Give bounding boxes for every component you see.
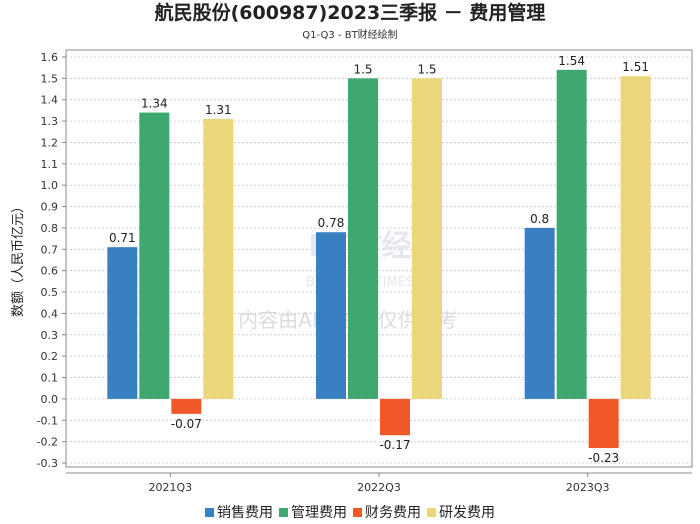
y-axis-label: 数额（人民币亿元） — [11, 200, 26, 317]
plot-frame — [65, 49, 693, 468]
x-tick-label: 2023Q3 — [566, 481, 610, 494]
y-tick-label: 0.4 — [41, 307, 59, 320]
y-tick-label: -0.3 — [37, 457, 58, 470]
x-tick-label: 2022Q3 — [357, 481, 401, 494]
y-tick-label: 0.8 — [41, 222, 59, 235]
data-label: -0.07 — [171, 417, 202, 431]
legend-item[interactable]: 研发费用 — [427, 502, 495, 522]
bar-财务费用 — [588, 398, 619, 449]
y-tick-label: 0.6 — [41, 265, 59, 278]
y-tick-label: 1.6 — [41, 51, 59, 64]
bar-销售费用 — [524, 227, 555, 399]
bar-销售费用 — [316, 232, 346, 399]
y-tick-label: 0.9 — [41, 201, 59, 214]
data-label: 1.5 — [353, 62, 372, 76]
y-tick-label: 1.1 — [41, 158, 59, 171]
legend-label: 研发费用 — [439, 505, 495, 521]
legend-item[interactable]: 管理费用 — [279, 502, 347, 522]
data-label: 0.71 — [109, 231, 136, 245]
y-tick-label: 0.7 — [41, 243, 59, 256]
bar-管理费用 — [556, 69, 587, 399]
legend-swatch — [427, 508, 436, 517]
y-tick-label: -0.2 — [37, 436, 58, 449]
y-tick-label: 0.5 — [41, 286, 59, 299]
data-label: 1.51 — [622, 60, 649, 74]
legend: 销售费用 管理费用 财务费用 研发费用 — [0, 502, 700, 522]
y-tick-label: 1.4 — [41, 94, 59, 107]
y-tick-label: 1.3 — [41, 115, 59, 128]
data-label: -0.17 — [379, 438, 410, 452]
y-tick-label: 0.1 — [41, 372, 59, 385]
data-label: 0.8 — [530, 212, 549, 226]
y-tick-label: 1.5 — [41, 72, 59, 85]
y-tick-label: 1.0 — [41, 179, 59, 192]
y-tick-label: -0.1 — [37, 414, 58, 427]
bar-研发费用 — [620, 76, 651, 399]
chart-subtitle: Q1-Q3 - BT财经绘制 — [302, 30, 398, 41]
legend-swatch — [205, 508, 214, 517]
bar-管理费用 — [348, 78, 378, 399]
data-label: 1.54 — [558, 54, 585, 68]
legend-label: 销售费用 — [217, 505, 273, 521]
bar-财务费用 — [171, 398, 202, 414]
chart-title: 航民股份(600987)2023三季报 － 费用管理 — [154, 2, 546, 24]
legend-item[interactable]: 销售费用 — [205, 502, 273, 522]
data-label: -0.23 — [588, 451, 619, 465]
bar-管理费用 — [139, 112, 170, 399]
y-tick-label: 0.0 — [41, 393, 59, 406]
legend-label: 财务费用 — [365, 505, 421, 521]
bar-研发费用 — [203, 118, 234, 399]
legend-swatch — [353, 508, 362, 517]
data-label: 1.31 — [205, 103, 232, 117]
y-tick-label: 1.2 — [41, 136, 59, 149]
bar-财务费用 — [380, 398, 410, 436]
y-tick-label: 0.2 — [41, 350, 59, 363]
legend-item[interactable]: 财务费用 — [353, 502, 421, 522]
y-tick-label: 0.3 — [41, 329, 59, 342]
x-tick-label: 2021Q3 — [149, 481, 193, 494]
bar-研发费用 — [412, 78, 442, 399]
data-label: 0.78 — [318, 216, 345, 230]
bar-销售费用 — [107, 247, 138, 399]
data-label: 1.34 — [141, 97, 168, 111]
legend-label: 管理费用 — [291, 505, 347, 521]
legend-swatch — [279, 508, 288, 517]
data-label: 1.5 — [417, 62, 436, 76]
